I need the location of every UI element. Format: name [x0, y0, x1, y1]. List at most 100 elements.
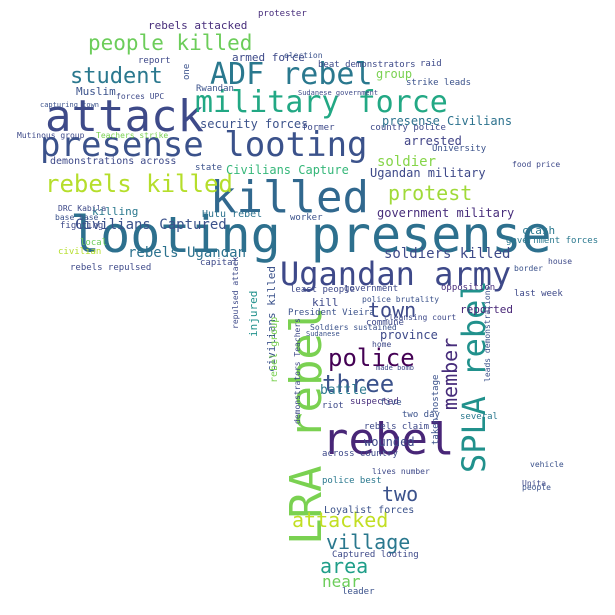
cloud-word: Rwandan — [196, 84, 234, 94]
cloud-word: strike leads — [406, 78, 472, 88]
cloud-word: repulsed attack — [231, 256, 240, 329]
cloud-word: Sudanese — [306, 330, 340, 338]
cloud-word: leader — [342, 587, 375, 597]
cloud-word: DRC Kabila — [58, 204, 107, 213]
cloud-word: government — [344, 284, 399, 294]
cloud-word: reported — [460, 303, 513, 316]
cloud-word: base base — [55, 213, 99, 222]
cloud-word: battle — [320, 383, 367, 398]
cloud-word: police — [328, 344, 415, 372]
cloud-word: attacked — [292, 508, 389, 532]
cloud-word: one — [182, 63, 192, 80]
cloud-word: house — [548, 257, 573, 266]
cloud-word: Ugandan army — [280, 255, 512, 293]
cloud-word: riot — [322, 401, 344, 411]
cloud-word: several — [460, 412, 498, 422]
cloud-word: people — [522, 483, 551, 492]
cloud-word: injured — [247, 290, 260, 337]
cloud-word: three — [322, 370, 395, 398]
cloud-word: armed force — [232, 51, 305, 64]
cloud-word: people killed — [88, 31, 253, 55]
cloud-word: last week — [514, 289, 563, 299]
cloud-word: Civilians Capture — [226, 163, 349, 177]
cloud-word: Teachers strike — [96, 131, 169, 140]
cloud-word: least people — [290, 285, 356, 295]
cloud-word: capturing town — [40, 101, 100, 109]
cloud-word: civilian — [58, 247, 102, 257]
cloud-word: raid — [420, 59, 442, 69]
cloud-word: police best — [322, 476, 382, 486]
cloud-word: rebels attacked — [148, 19, 248, 32]
cloud-word: vehicle — [530, 460, 564, 469]
cloud-word: Sudanese government — [298, 89, 379, 97]
cloud-word: protester — [258, 9, 307, 19]
cloud-word: member — [438, 337, 462, 410]
cloud-word: soldier — [377, 154, 437, 170]
cloud-word: Muslim — [76, 85, 116, 98]
cloud-word: five — [380, 398, 402, 408]
cloud-word: suspected — [350, 397, 399, 407]
cloud-word: report — [138, 56, 171, 66]
cloud-word: two day — [402, 410, 440, 420]
cloud-word: opposition — [441, 283, 496, 293]
cloud-word: rebel — [322, 414, 455, 465]
cloud-word: fighting — [60, 221, 104, 231]
cloud-word: village — [326, 530, 411, 554]
cloud-word: presense Civilians — [382, 114, 513, 128]
cloud-word: home — [372, 340, 392, 349]
cloud-word: group — [376, 67, 413, 81]
cloud-word: rebels killed — [45, 170, 233, 198]
cloud-word: across country — [322, 449, 398, 459]
cloud-word: state — [195, 163, 223, 173]
cloud-word: leads demonstrations — [483, 285, 492, 382]
cloud-word: commune — [366, 318, 404, 328]
cloud-word: worker — [290, 213, 323, 223]
cloud-word: Mutinous group — [17, 131, 85, 140]
cloud-word: military force — [195, 85, 448, 120]
cloud-word: soldiers killed — [384, 246, 511, 262]
cloud-word: President Vieira — [288, 308, 375, 318]
cloud-word: killed — [210, 172, 369, 223]
cloud-word: government forces — [506, 236, 599, 246]
cloud-word: ADF rebel — [210, 57, 373, 92]
cloud-word: Civilians Captured — [75, 217, 227, 233]
cloud-word: rebels Ugandan — [128, 245, 247, 261]
cloud-word: area — [320, 554, 369, 578]
cloud-word: Loyalist forces — [324, 505, 415, 516]
cloud-word: Captured looting — [332, 550, 419, 560]
cloud-word: made bomb — [376, 364, 414, 372]
cloud-word: clash — [522, 224, 556, 237]
cloud-word: police brutality — [362, 295, 440, 304]
cloud-word: student — [70, 64, 163, 89]
cloud-word: food price — [512, 160, 561, 169]
cloud-word: demonstrators Teachers — [293, 318, 302, 424]
cloud-word: Soldiers sustained — [310, 323, 397, 332]
cloud-word: protest — [388, 181, 473, 205]
cloud-word: border — [514, 264, 543, 273]
cloud-word: local — [80, 238, 108, 248]
cloud-word: attack — [45, 91, 204, 142]
cloud-word: rebel group — [269, 316, 280, 383]
cloud-word: wounded — [364, 435, 415, 449]
cloud-word: Unita — [522, 479, 547, 488]
cloud-word: cleansing court — [384, 313, 457, 322]
cloud-word: Ugandan military — [370, 166, 486, 180]
cloud-word: demonstrations across — [50, 156, 177, 167]
cloud-word: beat demonstrators — [318, 60, 416, 70]
cloud-word: rebels repulsed — [70, 263, 152, 273]
cloud-word: lives number — [372, 467, 430, 476]
cloud-word: looting presense — [70, 206, 552, 264]
cloud-word: Hutu rebel — [202, 209, 263, 220]
cloud-word: arrested — [404, 134, 462, 148]
cloud-word: near — [322, 572, 361, 591]
cloud-word: election — [284, 51, 323, 60]
cloud-word: province — [380, 328, 438, 342]
cloud-word: forces UPC — [116, 92, 165, 101]
cloud-word: security forces — [200, 117, 309, 131]
cloud-word: presense looting — [40, 125, 368, 165]
cloud-word: two — [382, 482, 419, 506]
cloud-word: town — [368, 298, 417, 322]
cloud-word: rebels claim — [364, 422, 430, 432]
cloud-word: University — [432, 144, 487, 154]
